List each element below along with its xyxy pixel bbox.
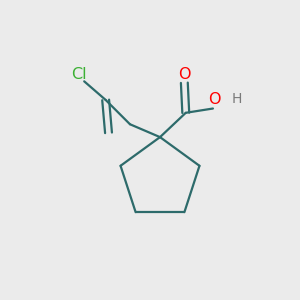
Text: O: O <box>178 67 190 82</box>
Text: H: H <box>232 92 242 106</box>
Text: O: O <box>208 92 220 107</box>
Text: Cl: Cl <box>71 67 87 82</box>
